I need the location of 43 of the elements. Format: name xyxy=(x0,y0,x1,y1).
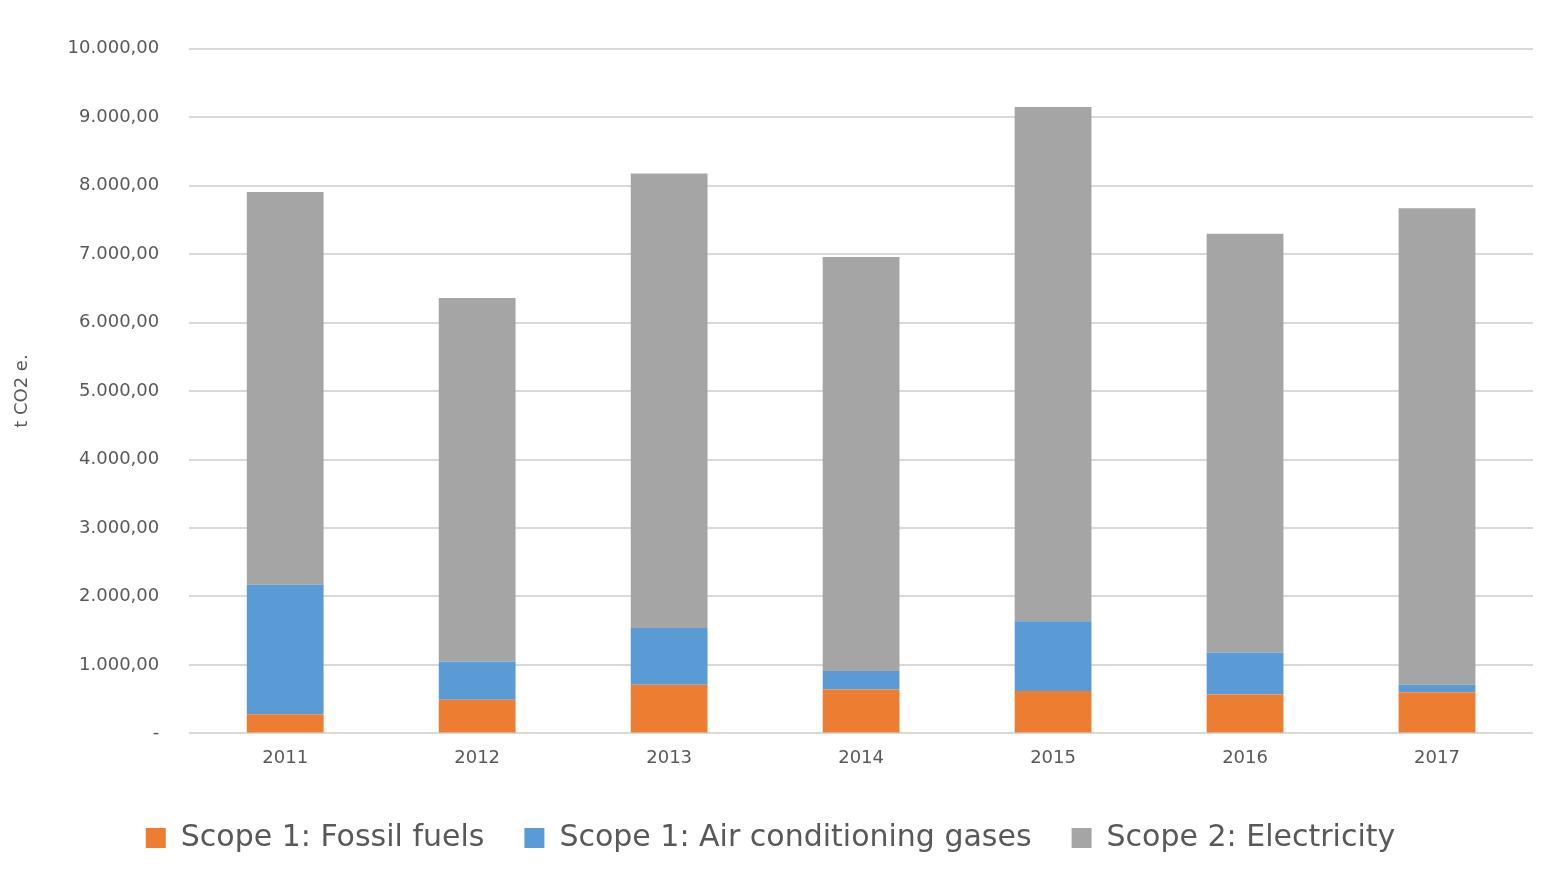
bar xyxy=(1398,692,1476,733)
bar xyxy=(246,584,324,715)
legend-label: Scope 1: Fossil fuels xyxy=(180,817,485,853)
bar xyxy=(822,689,900,733)
y-tick-label: 2.000,00 xyxy=(79,584,160,606)
x-tick-label: 2013 xyxy=(646,745,693,767)
y-tick-label: 6.000,00 xyxy=(79,310,160,332)
bar xyxy=(1206,694,1284,733)
bar xyxy=(1014,690,1092,733)
bar xyxy=(1014,621,1092,691)
y-tick-label: 8.000,00 xyxy=(79,173,160,195)
bar xyxy=(1014,106,1092,622)
y-tick-label: 9.000,00 xyxy=(79,104,160,126)
y-tick-label: - xyxy=(152,721,160,743)
bar xyxy=(1206,652,1284,695)
bar xyxy=(630,684,708,733)
bar xyxy=(438,699,516,733)
y-tick-label: 5.000,00 xyxy=(79,378,160,400)
y-tick-label: 7.000,00 xyxy=(79,241,160,263)
bar xyxy=(822,256,900,672)
bar xyxy=(438,661,516,700)
x-tick-label: 2017 xyxy=(1414,745,1460,767)
bar xyxy=(630,627,708,685)
x-tick-label: 2015 xyxy=(1030,745,1076,767)
x-tick-label: 2014 xyxy=(838,745,885,767)
bar xyxy=(1398,208,1476,685)
y-tick-label: 4.000,00 xyxy=(79,447,160,469)
y-axis-title: t CO2 e. xyxy=(10,354,32,428)
legend-label: Scope 1: Air conditioning gases xyxy=(559,817,1032,853)
bar xyxy=(1206,233,1284,653)
bar xyxy=(246,191,324,585)
bar xyxy=(822,671,900,690)
y-tick-label: 3.000,00 xyxy=(79,515,160,537)
bar xyxy=(1398,684,1476,693)
bar xyxy=(438,297,516,662)
bar xyxy=(630,173,708,628)
bar xyxy=(246,714,324,733)
x-tick-label: 2011 xyxy=(262,745,309,767)
y-tick-label: 10.000,00 xyxy=(67,36,160,58)
x-tick-label: 2016 xyxy=(1222,745,1268,767)
legend-label: Scope 2: Electricity xyxy=(1106,817,1396,853)
x-tick-label: 2012 xyxy=(454,745,501,767)
y-tick-label: 1.000,00 xyxy=(79,652,160,674)
